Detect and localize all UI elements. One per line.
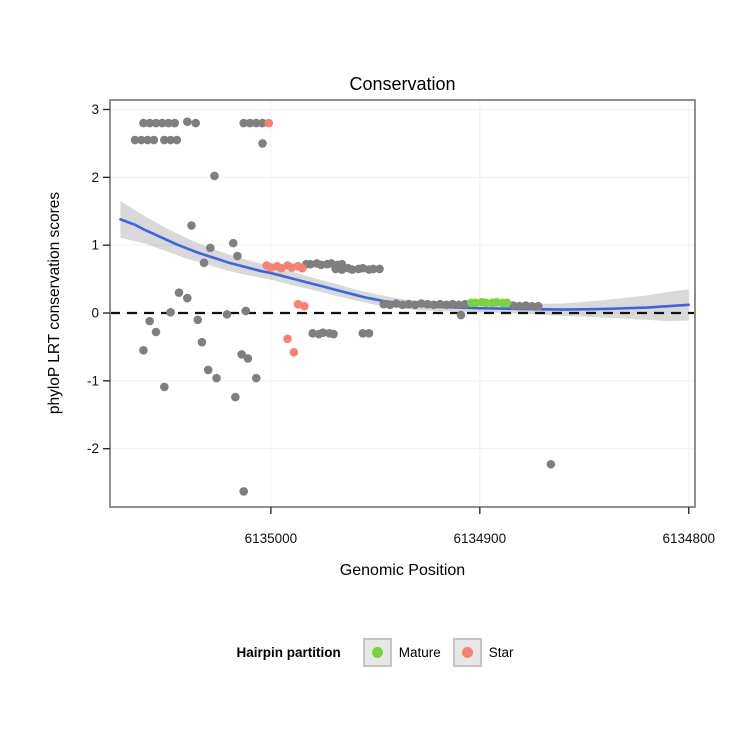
svg-text:0: 0 [91, 305, 99, 320]
legend-label-mature: Mature [398, 645, 441, 660]
legend-key-mature [362, 638, 392, 667]
chart-title: Conservation [349, 74, 456, 94]
legend: Hairpin partition Mature Star [0, 638, 750, 667]
mature-dot-icon [371, 647, 383, 658]
svg-text:1: 1 [91, 238, 99, 253]
svg-text:6134900: 6134900 [454, 531, 507, 546]
svg-text:-1: -1 [87, 373, 99, 388]
y-axis-label: phyloP LRT conservation scores [46, 191, 63, 415]
svg-text:3: 3 [91, 102, 99, 117]
legend-item-mature: Mature [362, 638, 441, 667]
legend-item-star: Star [452, 638, 514, 667]
legend-key-star [452, 638, 482, 667]
svg-text:-2: -2 [87, 441, 99, 456]
legend-title: Hairpin partition [236, 645, 341, 660]
svg-text:6134800: 6134800 [662, 531, 715, 546]
star-dot-icon [461, 647, 473, 658]
svg-text:2: 2 [91, 170, 99, 185]
svg-text:6135000: 6135000 [245, 531, 298, 546]
x-axis-label: Genomic Position [339, 562, 466, 579]
legend-label-star: Star [488, 645, 514, 660]
